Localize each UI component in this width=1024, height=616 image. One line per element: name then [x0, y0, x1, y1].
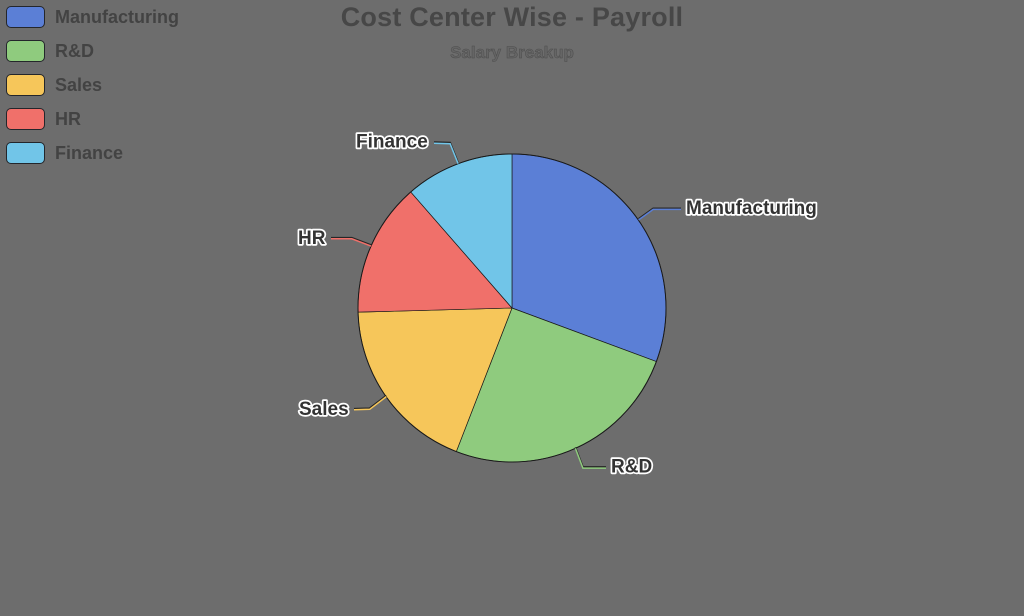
svg-text:Finance: Finance — [356, 132, 428, 153]
svg-text:HR: HR — [298, 228, 326, 249]
svg-text:R&D: R&D — [611, 457, 652, 478]
svg-text:Sales: Sales — [299, 399, 349, 420]
svg-text:Manufacturing: Manufacturing — [686, 198, 817, 219]
